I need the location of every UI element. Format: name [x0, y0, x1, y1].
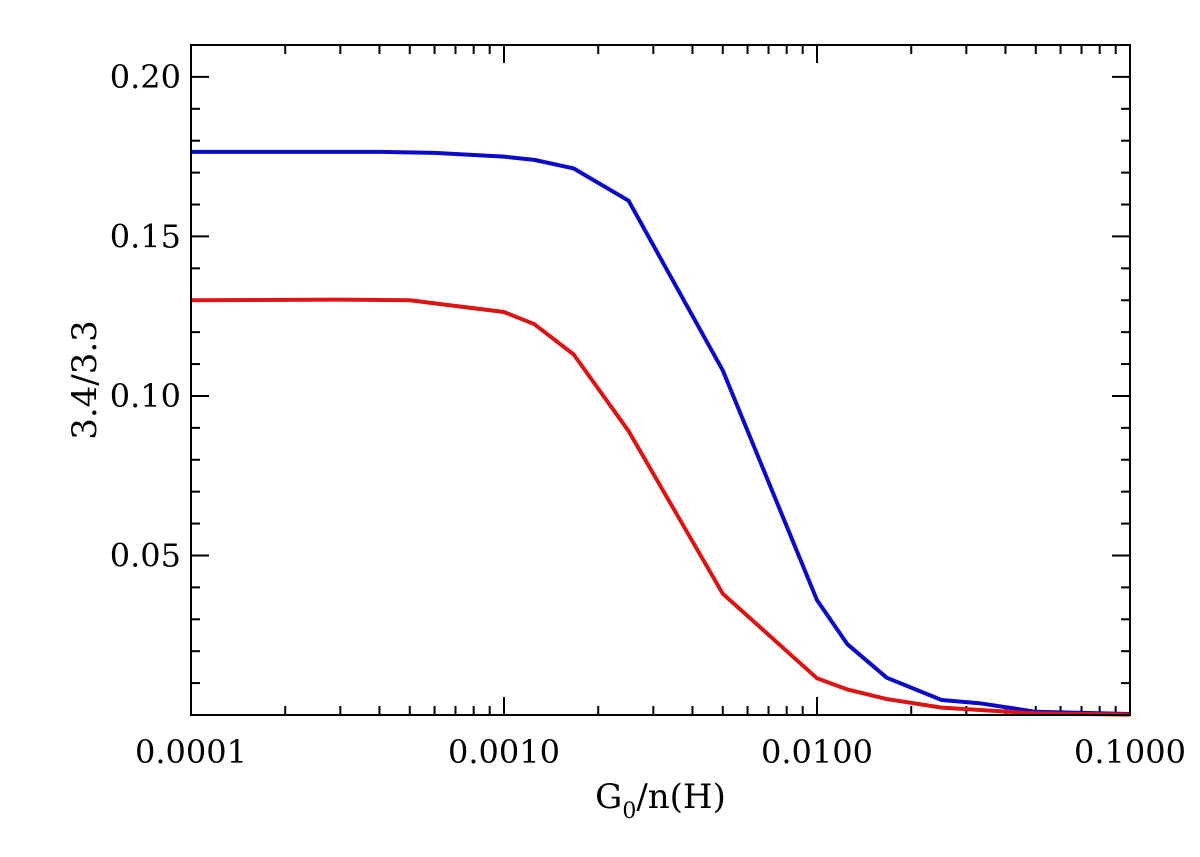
x-tick-label: 0.0001 — [135, 733, 247, 771]
x-tick-label: 0.0010 — [448, 733, 560, 771]
series-line-red — [190, 297, 1131, 717]
x-tick-label: 0.0100 — [761, 733, 873, 771]
y-tick-label: 0.10 — [110, 377, 181, 415]
x-axis-label-main: G — [595, 777, 622, 817]
ticks-layer — [190, 45, 1131, 715]
x-tick-label: 0.1000 — [1074, 733, 1186, 771]
x-axis-label-subscript: 0 — [622, 799, 636, 824]
x-axis-label: G0/n(H) — [595, 777, 726, 824]
y-axis-label: 3.4/3.3 — [65, 320, 105, 440]
x-axis-label-rest: /n(H) — [636, 777, 726, 817]
labels-layer: 0.0001 0.0010 0.0100 0.1000 0.05 0.10 0.15 0.20 — [110, 58, 1186, 771]
series-layer — [190, 149, 1131, 717]
y-tick-label: 0.20 — [110, 58, 181, 96]
series-line-blue — [191, 149, 1131, 717]
plot-frame — [190, 44, 1131, 716]
y-tick-label: 0.05 — [110, 536, 181, 574]
y-tick-label: 0.15 — [110, 217, 181, 255]
